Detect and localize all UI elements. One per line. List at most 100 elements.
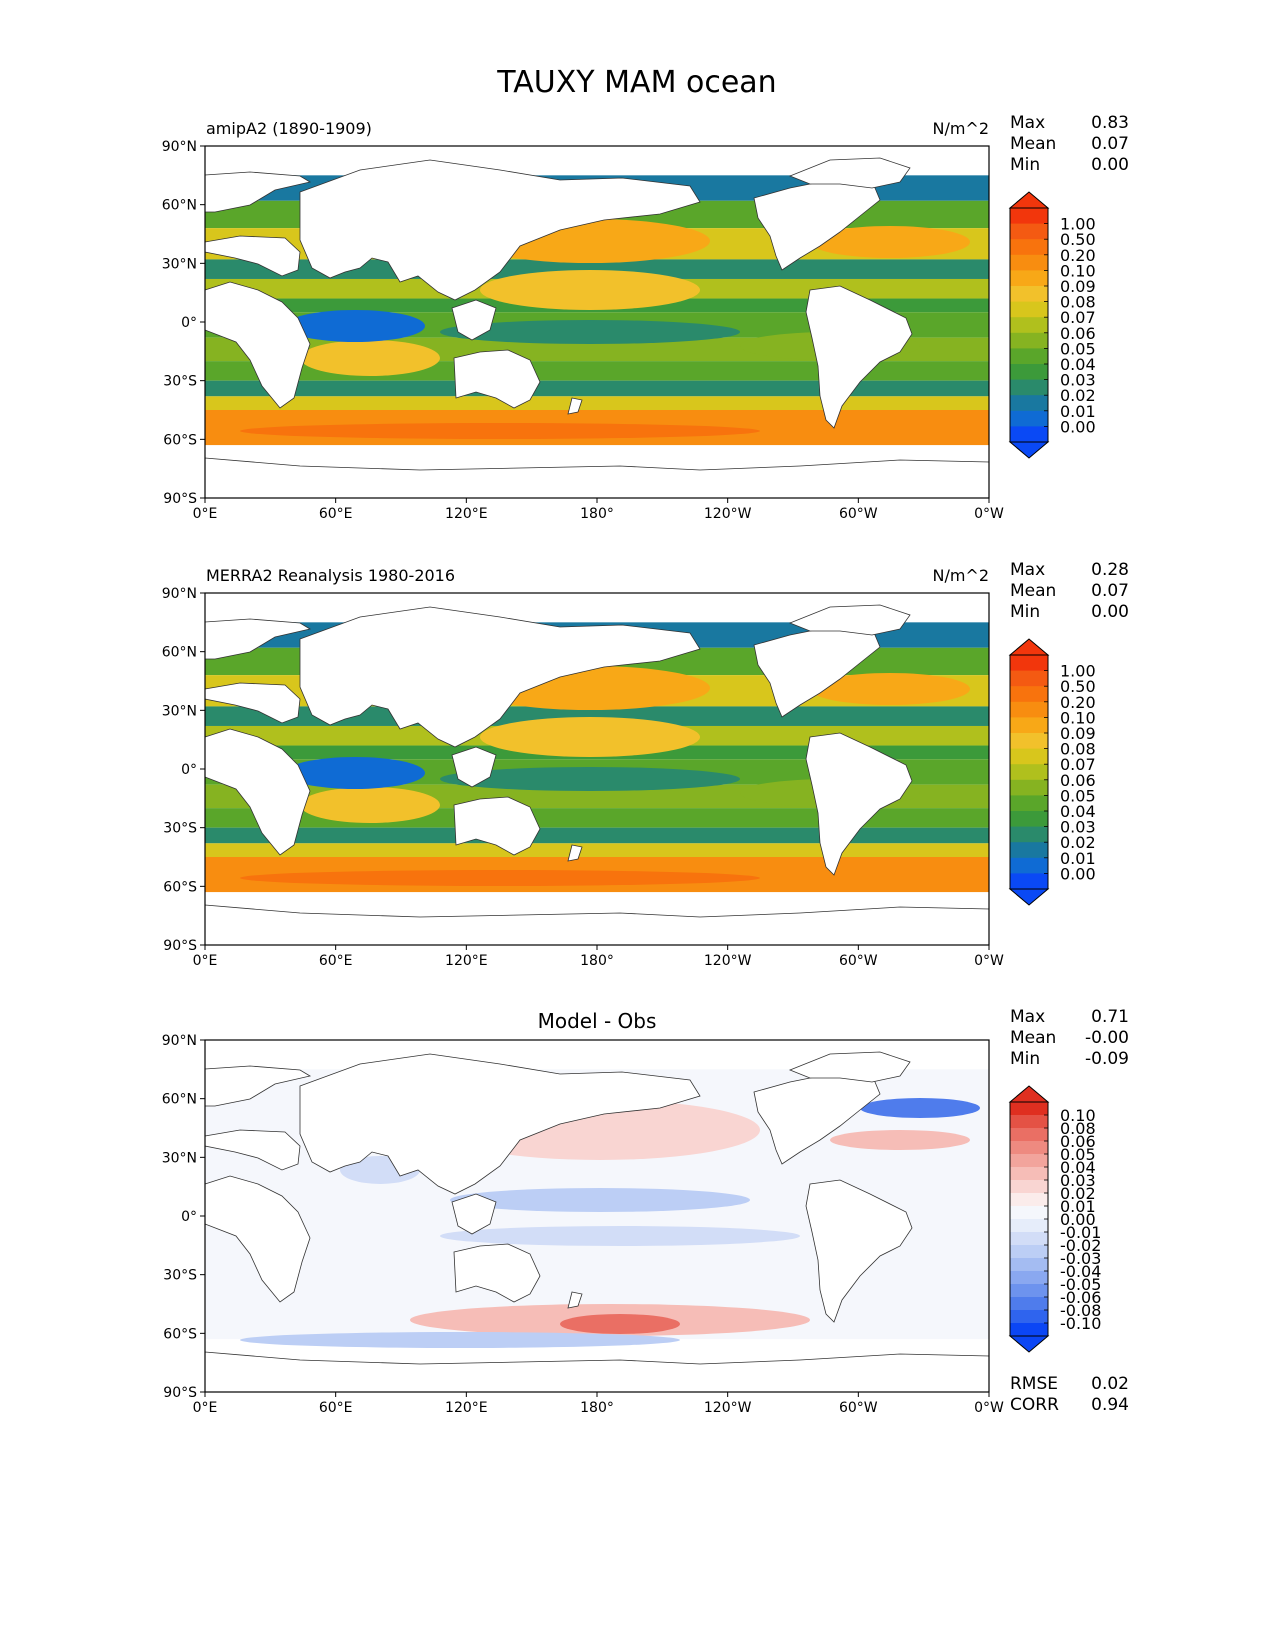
stat-label: Mean xyxy=(1010,581,1056,601)
land-shape xyxy=(453,1243,541,1303)
colorbar-segment xyxy=(1010,1206,1048,1220)
lon-tick-label: 0°W xyxy=(974,506,1004,522)
colorbar-segment xyxy=(1010,1323,1048,1337)
lon-tick-label: 60°E xyxy=(319,953,353,969)
lon-tick-label: 120°W xyxy=(704,506,752,522)
lon-tick-label: 180° xyxy=(580,1400,614,1416)
field-blob xyxy=(300,340,440,376)
colorbar-label: 0.06 xyxy=(1060,771,1096,790)
colorbar-label: 0.00 xyxy=(1060,417,1096,436)
land-shape xyxy=(453,796,541,856)
lat-tick-label: 60°N xyxy=(162,198,197,214)
stat-label: Max xyxy=(1010,113,1045,133)
colorbar-bottom-cap xyxy=(1008,441,1050,459)
colorbar-label: 0.06 xyxy=(1060,324,1096,343)
colorbar-label: -0.06 xyxy=(1060,1288,1101,1307)
map-plot xyxy=(204,593,990,946)
colorbar-label: 0.03 xyxy=(1060,371,1096,390)
colorbar: 0.100.080.060.050.040.030.020.010.00-0.0… xyxy=(1008,1085,1101,1353)
colorbar-segment xyxy=(1010,410,1048,427)
lat-tick-label: 60°S xyxy=(163,432,197,448)
colorbar-label: 0.03 xyxy=(1060,818,1096,837)
lat-tick-label: 30°S xyxy=(163,1268,197,1284)
land-shape xyxy=(567,844,583,862)
figure-title: TAUXY MAM ocean xyxy=(496,65,776,100)
lon-tick-label: 60°E xyxy=(319,506,353,522)
colorbar-label: 0.09 xyxy=(1060,724,1096,743)
lon-tick-label: 120°W xyxy=(704,1400,752,1416)
colorbar-label: 0.05 xyxy=(1060,1145,1096,1164)
colorbar-label: -0.08 xyxy=(1060,1301,1101,1320)
lat-tick-label: 60°S xyxy=(163,1326,197,1342)
lon-tick-label: 60°E xyxy=(319,1400,353,1416)
colorbar-label: 0.09 xyxy=(1060,277,1096,296)
colorbar-label: 0.08 xyxy=(1060,740,1096,759)
colorbar-label: 0.07 xyxy=(1060,308,1096,327)
field-blob xyxy=(830,1130,970,1150)
lon-tick-label: 0°E xyxy=(193,506,218,522)
lat-tick-label: 60°N xyxy=(162,1092,197,1108)
lon-tick-label: 180° xyxy=(580,953,614,969)
land-shape xyxy=(567,1291,583,1309)
land-shape xyxy=(805,732,913,876)
landmasses xyxy=(204,157,990,499)
colorbar-label: 0.20 xyxy=(1060,246,1096,265)
lat-tick-label: 90°N xyxy=(162,139,197,155)
colorbar-label: 0.04 xyxy=(1060,355,1096,374)
colorbar-label: 0.05 xyxy=(1060,786,1096,805)
colorbar-segment xyxy=(1010,395,1048,412)
field-blob xyxy=(285,757,425,789)
colorbar-segment xyxy=(1010,826,1048,843)
colorbar-segment xyxy=(1010,348,1048,365)
units-label: N/m^2 xyxy=(932,119,989,138)
stat-label: Max xyxy=(1010,560,1045,580)
colorbar-label: -0.01 xyxy=(1060,1223,1101,1242)
colorbar-segment xyxy=(1010,1245,1048,1259)
land-shape xyxy=(451,299,497,341)
colorbar-label: 0.03 xyxy=(1060,1171,1096,1190)
colorbar-segment xyxy=(1010,1271,1048,1285)
lat-tick-label: 30°N xyxy=(162,256,197,272)
lon-tick-label: 0°W xyxy=(974,1400,1004,1416)
colorbar-segment xyxy=(1010,426,1048,443)
field-blob xyxy=(810,226,970,258)
field-blob xyxy=(560,1314,680,1334)
field-blob xyxy=(810,673,970,705)
colorbar-segment xyxy=(1010,1167,1048,1181)
land-shape xyxy=(204,728,311,856)
field-band xyxy=(205,843,989,857)
colorbar-segment xyxy=(1010,795,1048,812)
lat-tick-label: 30°N xyxy=(162,1150,197,1166)
lat-tick-label: 90°S xyxy=(163,1385,197,1401)
colorbar-segment xyxy=(1010,1284,1048,1298)
stat-value: 0.83 xyxy=(1091,113,1129,133)
lon-tick-label: 60°W xyxy=(839,506,878,522)
colorbar-segment xyxy=(1010,1115,1048,1129)
colorbar-segment xyxy=(1010,1102,1048,1116)
land-shape xyxy=(204,171,312,213)
lat-tick-label: 0° xyxy=(181,1209,197,1225)
lat-tick-label: 30°S xyxy=(163,821,197,837)
colorbar-segment xyxy=(1010,286,1048,303)
lon-tick-label: 0°E xyxy=(193,953,218,969)
land-shape xyxy=(204,281,311,409)
colorbar-label: 0.08 xyxy=(1060,1119,1096,1138)
colorbar-segment xyxy=(1010,748,1048,765)
stat-label: Min xyxy=(1010,602,1040,622)
lat-tick-label: 90°N xyxy=(162,586,197,602)
lat-tick-label: 90°S xyxy=(163,491,197,507)
colorbar-segment xyxy=(1010,1219,1048,1233)
land-shape xyxy=(453,349,541,409)
colorbar-label: 0.20 xyxy=(1060,693,1096,712)
landmasses xyxy=(204,1051,990,1393)
land-shape xyxy=(204,1175,311,1303)
footer-stat-label: RMSE xyxy=(1010,1374,1058,1394)
map-plot xyxy=(204,1040,990,1393)
colorbar-segment xyxy=(1010,254,1048,271)
colorbar-label: 1.00 xyxy=(1060,215,1096,234)
colorbar-label: 0.04 xyxy=(1060,802,1096,821)
landmasses xyxy=(204,604,990,946)
left-label: MERRA2 Reanalysis 1980-2016 xyxy=(206,566,455,585)
colorbar: 1.000.500.200.100.090.080.070.060.050.04… xyxy=(1008,638,1096,906)
